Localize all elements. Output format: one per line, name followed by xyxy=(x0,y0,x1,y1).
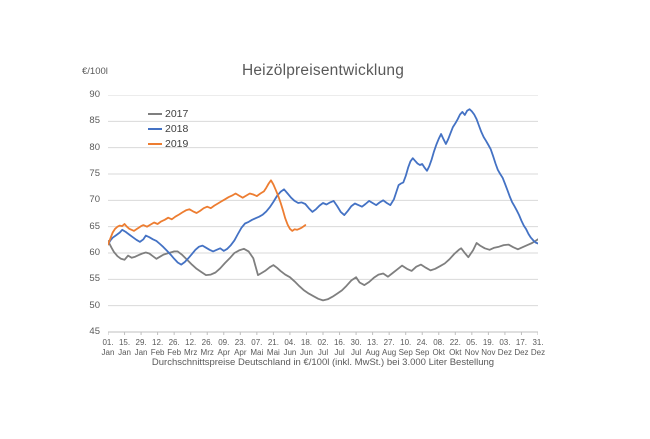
x-tick-label: 17. Dez xyxy=(514,338,529,357)
x-tick-label: 10. Sep xyxy=(398,338,413,357)
x-tick-label: 31. Dez xyxy=(530,338,546,357)
x-tick-label: 22. Okt xyxy=(449,338,462,357)
y-tick-label: 50 xyxy=(89,299,100,311)
x-tick-label: 01. Jan xyxy=(101,338,115,357)
legend-item-2017: 2017 xyxy=(148,106,188,121)
series-line-2017 xyxy=(108,238,538,302)
x-tick-label: 16. Jul xyxy=(333,338,346,357)
legend-label: 2019 xyxy=(165,137,189,150)
plot-area xyxy=(108,95,538,335)
x-tick-label: 09. Apr xyxy=(217,338,230,357)
y-tick-label: 60 xyxy=(89,247,100,258)
legend: 2017 2018 2019 xyxy=(148,106,188,151)
x-tick-label: 08. Okt xyxy=(432,338,445,357)
x-tick-label: 13. Aug xyxy=(365,338,380,357)
y-axis-unit-label: €/100l xyxy=(82,66,108,77)
legend-item-2018: 2018 xyxy=(148,121,188,136)
x-tick-label: 05. Nov xyxy=(464,338,479,357)
x-tick-label: 04. Jun xyxy=(283,338,297,357)
x-tick-label: 15. Jan xyxy=(118,338,131,357)
legend-line-sample xyxy=(148,127,162,130)
x-tick-label: 18. Jun xyxy=(300,338,313,357)
y-tick-label: 55 xyxy=(89,273,100,285)
x-tick-label: 24. Sep xyxy=(415,338,430,357)
x-tick-label: 27. Aug xyxy=(382,338,397,357)
x-tick-label: 19. Nov xyxy=(481,338,496,357)
y-tick-label: 70 xyxy=(89,194,100,206)
x-tick-label: 29. Jan xyxy=(134,338,148,357)
chart-caption: Durchschnittspreise Deutschland in €/100… xyxy=(151,357,495,368)
legend-line-sample xyxy=(148,142,162,145)
legend-label: 2018 xyxy=(165,122,189,135)
x-tick-label: 02. Jul xyxy=(317,338,329,357)
x-tick-label: 30. Jul xyxy=(350,338,362,357)
legend-item-2019: 2019 xyxy=(148,136,188,151)
legend-label: 2017 xyxy=(165,107,189,120)
x-tick-label: 26. Mrz xyxy=(200,338,214,357)
x-tick-label: 03. Dez xyxy=(497,338,513,357)
x-tick-label: 12. Feb xyxy=(150,338,165,357)
x-tick-label: 21. Mai xyxy=(266,338,280,357)
x-tick-label: 12. Mrz xyxy=(184,338,198,357)
y-tick-label: 85 xyxy=(89,115,100,127)
series-line-2018 xyxy=(108,108,538,266)
y-tick-label: 80 xyxy=(89,141,100,153)
legend-line-sample xyxy=(148,112,162,115)
y-tick-label: 45 xyxy=(89,326,100,337)
y-tick-label: 65 xyxy=(89,220,100,232)
x-tick-label: 23. Apr xyxy=(234,338,247,357)
y-tick-label: 75 xyxy=(89,168,100,179)
y-tick-label: 90 xyxy=(89,89,100,100)
series-line-2019 xyxy=(108,179,307,246)
x-tick-label: 07. Mai xyxy=(250,338,264,357)
chart-title: Heizölpreisentwicklung xyxy=(241,62,405,79)
x-tick-label: 26. Feb xyxy=(167,338,182,357)
